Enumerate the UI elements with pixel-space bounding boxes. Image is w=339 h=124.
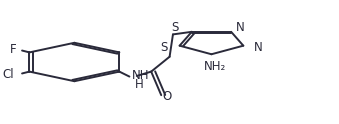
Text: F: F [9,43,16,56]
Text: H: H [135,78,143,91]
Text: S: S [161,41,168,54]
Text: S: S [171,21,179,34]
Text: N: N [254,41,263,54]
Text: NH: NH [132,69,149,82]
Text: Cl: Cl [2,68,14,81]
Text: O: O [163,90,172,103]
Text: NH₂: NH₂ [204,60,226,73]
Text: N: N [236,20,245,33]
